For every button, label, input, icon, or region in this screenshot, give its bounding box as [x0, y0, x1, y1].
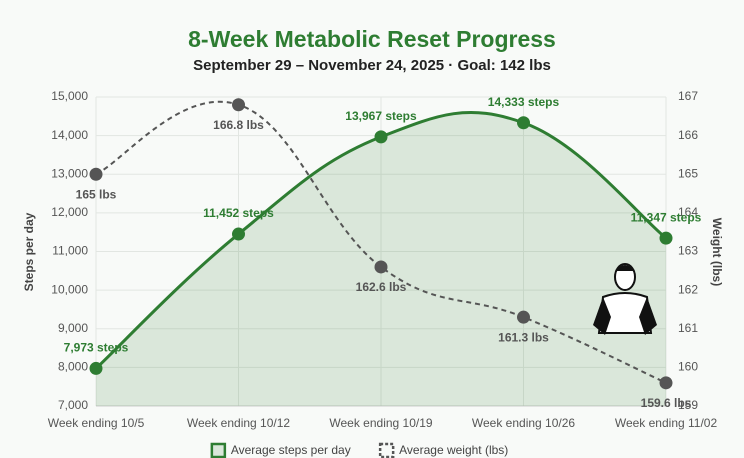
y2-tick-label: 166	[678, 128, 698, 142]
point	[232, 98, 245, 112]
point	[89, 361, 103, 375]
y-tick-label: 11,000	[52, 244, 88, 258]
x-tick-label: Week ending 10/26	[472, 416, 576, 430]
point	[659, 231, 673, 245]
y-tick-label: 15,000	[51, 89, 88, 103]
y-tick-label: 13,000	[51, 166, 88, 180]
area	[96, 112, 666, 407]
y2-tick-label: 161	[678, 321, 698, 335]
y2-axis-title: Weight (lbs)	[710, 218, 724, 286]
y-tick-label: 7,000	[58, 398, 88, 412]
data-label: 165 lbs	[76, 187, 117, 201]
x-tick-label: Week ending 10/19	[329, 416, 433, 430]
y-tick-label: 10,000	[51, 282, 88, 296]
point	[232, 227, 245, 241]
legend-swatch	[210, 442, 227, 458]
data-label: 11,347 steps	[631, 210, 702, 224]
data-label: 161.3 lbs	[498, 330, 549, 344]
point	[374, 260, 388, 274]
x-tick-label: Week ending 10/12	[187, 416, 291, 430]
line	[95, 101, 667, 384]
x-tick-label: Week ending 10/5	[48, 416, 145, 430]
y-tick-label: 14,000	[51, 128, 88, 142]
chart-subtitle: September 29 – November 24, 2025 · Goal:…	[193, 57, 551, 74]
point	[89, 167, 103, 181]
data-label: 11,452 steps	[203, 206, 274, 220]
point	[517, 310, 530, 324]
point	[374, 130, 388, 144]
data-label: 13,967 steps	[345, 109, 417, 123]
data-label: 14,333 steps	[488, 95, 560, 109]
point	[517, 116, 530, 130]
data-label: 159.6 lbs	[641, 396, 692, 410]
legend-label: Average steps per day	[231, 443, 351, 457]
data-label: 162.6 lbs	[356, 280, 407, 294]
data-label: 7,973 steps	[64, 341, 129, 355]
y2-tick-label: 160	[678, 360, 698, 374]
y-axis-title: Steps per day	[22, 212, 36, 291]
y2-tick-label: 164	[678, 205, 698, 219]
y-tick-label: 9,000	[58, 321, 88, 335]
x-tick-label: Week ending 11/02	[615, 416, 718, 430]
y2-tick-label: 162	[678, 282, 698, 296]
illustration	[593, 263, 657, 335]
data-label: 166.8 lbs	[213, 118, 264, 132]
point	[659, 376, 673, 390]
y2-tick-label: 163	[678, 244, 698, 258]
y2-tick-label: 159	[678, 398, 698, 412]
y2-tick-label: 165	[678, 166, 698, 180]
legend-label: Average weight (lbs)	[399, 443, 508, 457]
y2-tick-label: 167	[678, 89, 698, 103]
chart-title: 8-Week Metabolic Reset Progress	[188, 26, 556, 52]
legend-swatch	[378, 442, 395, 458]
y-tick-label: 8,000	[58, 360, 88, 374]
y-tick-label: 12,000	[51, 205, 88, 219]
